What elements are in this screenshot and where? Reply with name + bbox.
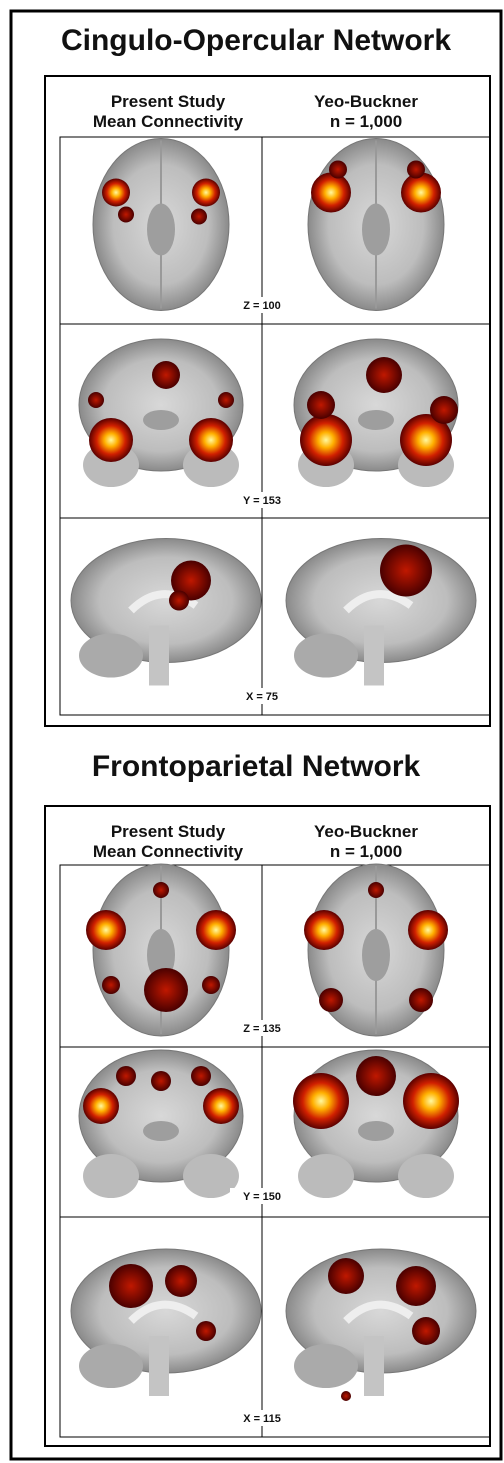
activation [300, 414, 352, 466]
activation [396, 1266, 436, 1306]
activation [401, 173, 441, 213]
slice-label: Y = 150 [243, 1191, 281, 1203]
brain-slice [79, 339, 243, 487]
activation [341, 1391, 351, 1401]
ventricle [358, 410, 394, 430]
activation [407, 161, 425, 179]
activation [311, 173, 351, 213]
activation [83, 1088, 119, 1124]
slice-label: X = 115 [243, 1413, 281, 1425]
activation [203, 1088, 239, 1124]
cerebellum [79, 634, 143, 678]
activation [189, 418, 233, 462]
activation [430, 396, 458, 424]
column-header: Yeo-Buckner [314, 822, 418, 841]
activation [191, 1066, 211, 1086]
activation [151, 1071, 171, 1091]
brain-slice [71, 1249, 261, 1396]
brainstem [149, 626, 169, 686]
column-header: n = 1,000 [330, 842, 402, 861]
column-header: Mean Connectivity [93, 842, 244, 861]
brain-slice [286, 539, 476, 686]
activation [144, 968, 188, 1012]
brain-slice [79, 1050, 243, 1198]
activation [88, 392, 104, 408]
activation [116, 1066, 136, 1086]
ventricle [362, 204, 390, 256]
activation [218, 392, 234, 408]
brainstem [364, 626, 384, 686]
column-header: n = 1,000 [330, 112, 402, 131]
ventricle [362, 929, 390, 981]
ventricle [147, 204, 175, 256]
activation [319, 988, 343, 1012]
cerebellum [294, 634, 358, 678]
activation [102, 976, 120, 994]
column-header: Present Study [111, 92, 226, 111]
brain-slice [304, 864, 448, 1036]
activation [192, 179, 220, 207]
panel-title: Cingulo-Opercular Network [61, 24, 451, 57]
temporal-lobe [398, 1154, 454, 1198]
column-header: Present Study [111, 822, 226, 841]
temporal-lobe [83, 1154, 139, 1198]
activation [102, 179, 130, 207]
activation [368, 882, 384, 898]
brain-slice [71, 539, 261, 686]
activation [328, 1258, 364, 1294]
activation [408, 910, 448, 950]
cerebellum [294, 1344, 358, 1388]
activation [153, 882, 169, 898]
slice-label: Z = 135 [243, 1023, 281, 1035]
activation [380, 545, 432, 597]
activation [152, 361, 180, 389]
brain-slice [308, 139, 444, 311]
activation [191, 209, 207, 225]
brainstem [364, 1336, 384, 1396]
ventricle [143, 1121, 179, 1141]
column-header: Mean Connectivity [93, 112, 244, 131]
brain-slice [294, 339, 458, 487]
figure: Cingulo-Opercular NetworkPresent StudyMe… [0, 0, 504, 1463]
activation [89, 418, 133, 462]
activation [109, 1264, 153, 1308]
temporal-lobe [298, 1154, 354, 1198]
panel-title: Frontoparietal Network [92, 750, 421, 783]
activation [366, 357, 402, 393]
activation [196, 910, 236, 950]
slice-label: Z = 100 [243, 300, 281, 312]
activation [202, 976, 220, 994]
activation [165, 1265, 197, 1297]
activation [329, 161, 347, 179]
brain-slice [286, 1249, 476, 1401]
activation [307, 391, 335, 419]
brainstem [149, 1336, 169, 1396]
ventricle [358, 1121, 394, 1141]
brain-slice [293, 1050, 459, 1198]
activation [169, 591, 189, 611]
activation [304, 910, 344, 950]
slice-label: X = 75 [246, 691, 278, 703]
brain-slice [86, 864, 236, 1036]
activation [86, 910, 126, 950]
activation [403, 1073, 459, 1129]
activation [412, 1317, 440, 1345]
brain-slice [93, 139, 229, 311]
activation [196, 1321, 216, 1341]
slice-label: Y = 153 [243, 495, 281, 507]
activation [118, 207, 134, 223]
ventricle [143, 410, 179, 430]
cerebellum [79, 1344, 143, 1388]
column-header: Yeo-Buckner [314, 92, 418, 111]
activation [409, 988, 433, 1012]
activation [293, 1073, 349, 1129]
activation [356, 1056, 396, 1096]
